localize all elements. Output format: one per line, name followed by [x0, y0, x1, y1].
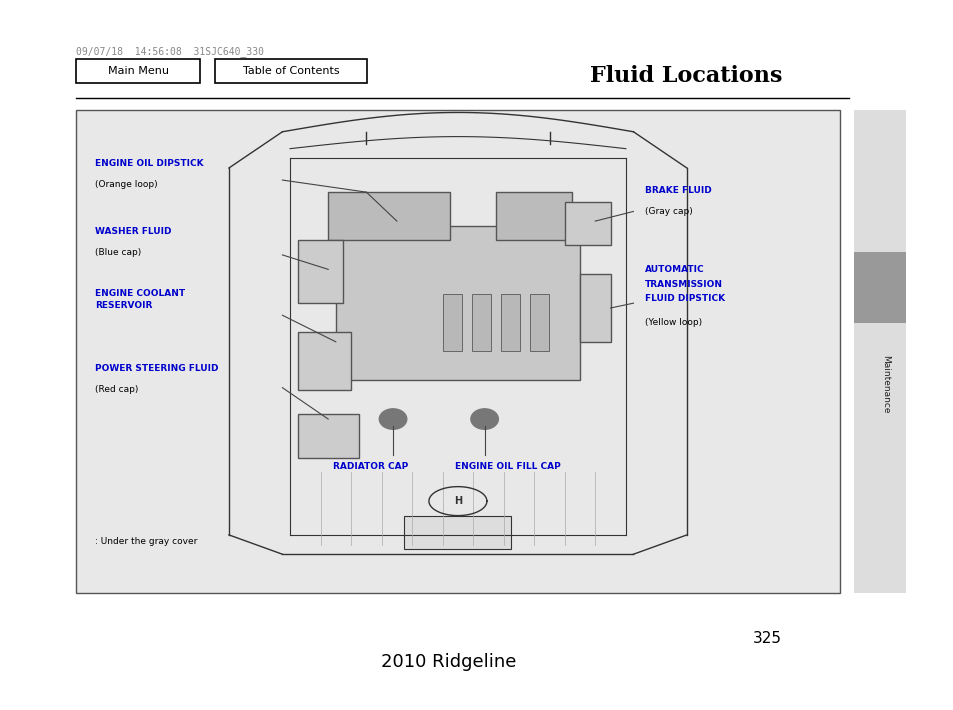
Text: (Blue cap): (Blue cap): [95, 248, 141, 256]
Bar: [297, 241, 343, 303]
FancyBboxPatch shape: [76, 58, 200, 83]
Text: 2010 Ridgeline: 2010 Ridgeline: [380, 653, 516, 671]
Circle shape: [471, 409, 497, 430]
Text: Main Menu: Main Menu: [108, 66, 169, 76]
FancyBboxPatch shape: [214, 58, 367, 83]
Bar: [579, 274, 610, 342]
Text: BRAKE FLUID: BRAKE FLUID: [644, 185, 711, 195]
Bar: [76, 110, 839, 593]
Bar: [853, 110, 905, 593]
Text: POWER STEERING FLUID: POWER STEERING FLUID: [95, 364, 218, 373]
Bar: [500, 293, 519, 351]
Text: ENGINE OIL FILL CAP: ENGINE OIL FILL CAP: [455, 462, 559, 471]
Text: : Under the gray cover: : Under the gray cover: [95, 537, 197, 546]
Text: WASHER FLUID: WASHER FLUID: [95, 226, 172, 236]
Bar: [297, 414, 358, 458]
Text: H: H: [454, 496, 461, 506]
Text: (Gray cap): (Gray cap): [644, 207, 692, 216]
Text: ENGINE OIL DIPSTICK: ENGINE OIL DIPSTICK: [95, 159, 204, 168]
Text: AUTOMATIC: AUTOMATIC: [644, 266, 703, 274]
Text: (Yellow loop): (Yellow loop): [644, 317, 701, 327]
Text: Table of Contents: Table of Contents: [242, 66, 339, 76]
Text: (Orange loop): (Orange loop): [95, 180, 158, 189]
Bar: [328, 192, 450, 241]
Text: (Red cap): (Red cap): [95, 386, 138, 394]
Bar: [442, 293, 461, 351]
Bar: [496, 192, 572, 241]
Bar: [564, 202, 610, 245]
Text: Fluid Locations: Fluid Locations: [589, 65, 781, 87]
Bar: [853, 252, 905, 323]
Bar: [404, 515, 511, 550]
Text: FLUID DIPSTICK: FLUID DIPSTICK: [644, 294, 724, 303]
Bar: [529, 293, 548, 351]
Bar: [471, 293, 490, 351]
Bar: [335, 226, 579, 381]
Text: TRANSMISSION: TRANSMISSION: [644, 280, 722, 289]
Bar: [297, 332, 351, 390]
Text: 09/07/18  14:56:08  31SJC640_330: 09/07/18 14:56:08 31SJC640_330: [76, 46, 264, 57]
Circle shape: [379, 409, 406, 430]
Text: 325: 325: [753, 631, 781, 646]
Text: Maintenance: Maintenance: [880, 355, 889, 413]
Text: ENGINE COOLANT: ENGINE COOLANT: [95, 290, 185, 298]
Text: RADIATOR CAP: RADIATOR CAP: [333, 462, 407, 471]
Text: RESERVOIR: RESERVOIR: [95, 302, 152, 310]
